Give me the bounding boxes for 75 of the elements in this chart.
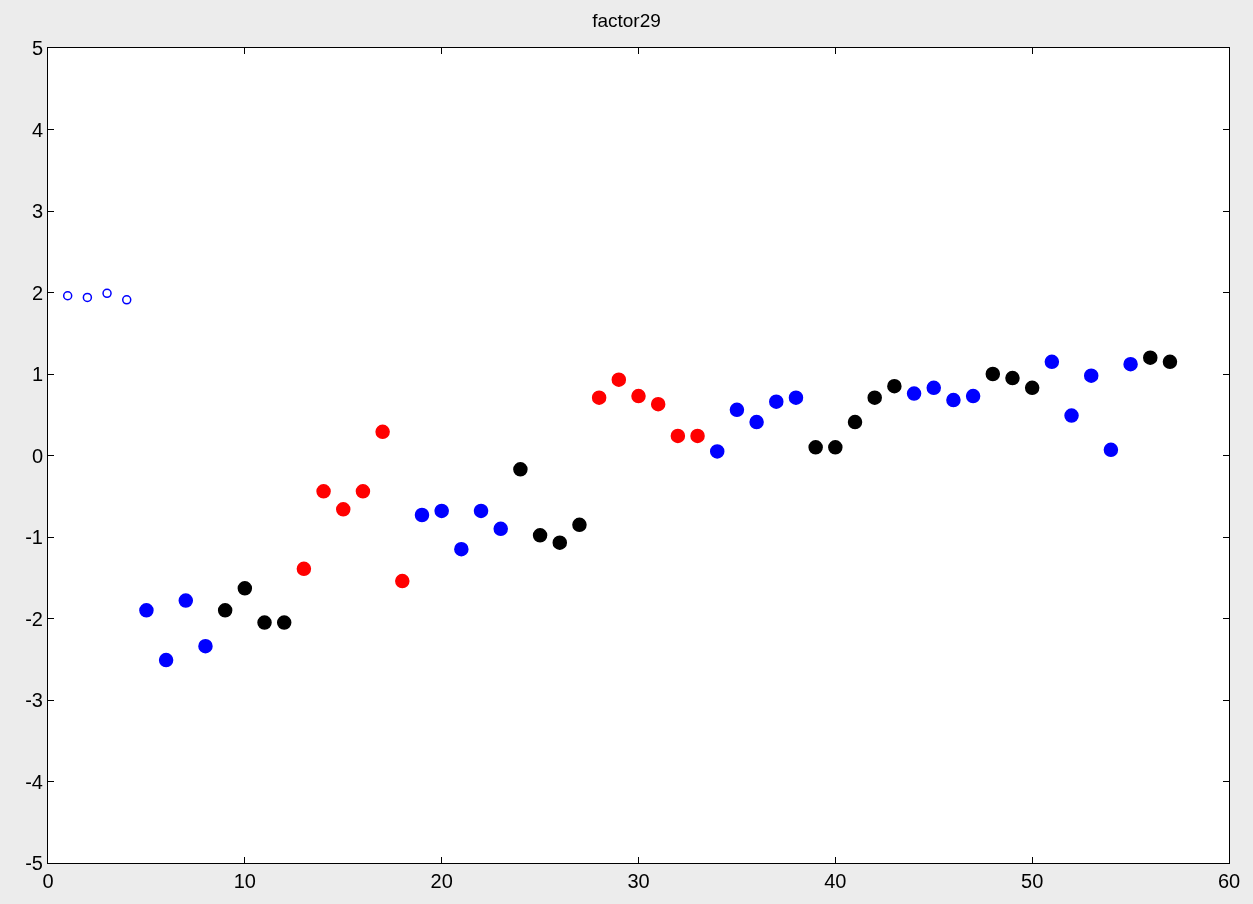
point — [82, 292, 93, 303]
y-tick-label: -3 — [25, 689, 43, 711]
point — [355, 484, 371, 499]
point — [906, 386, 922, 401]
point — [513, 462, 528, 477]
x-tick-label: 20 — [430, 870, 453, 892]
point — [1143, 350, 1158, 365]
y-tick-label: -1 — [25, 526, 43, 548]
chart-title: factor29 — [592, 9, 661, 31]
point — [178, 593, 194, 608]
point — [1024, 380, 1040, 396]
x-tick-label: 50 — [1021, 870, 1044, 892]
point — [198, 638, 213, 654]
x-tick-label: 40 — [824, 870, 847, 892]
point — [121, 295, 132, 305]
point — [62, 291, 73, 301]
point — [139, 603, 154, 618]
point — [158, 652, 174, 668]
point — [670, 428, 686, 444]
point — [867, 390, 882, 405]
y-tick-label: 5 — [31, 37, 43, 59]
point — [887, 378, 902, 394]
x-tick-label: 30 — [627, 870, 650, 892]
point — [965, 388, 981, 404]
point — [454, 541, 469, 557]
point — [532, 528, 548, 543]
point — [847, 414, 863, 430]
point — [828, 440, 843, 455]
point — [1005, 370, 1020, 386]
point — [808, 440, 823, 455]
point — [552, 535, 568, 550]
point — [749, 414, 764, 430]
y-tick-label: 4 — [31, 118, 43, 141]
y-tick-label: 2 — [31, 281, 43, 304]
point — [611, 372, 627, 387]
point — [237, 581, 253, 596]
point — [434, 503, 449, 519]
y-tick-label: 3 — [31, 200, 43, 222]
x-tick-label: 10 — [233, 870, 256, 892]
point — [395, 573, 410, 589]
point — [296, 561, 312, 577]
point — [276, 615, 292, 630]
x-tick-label: 60 — [1217, 870, 1241, 892]
y-tick-label: -4 — [25, 770, 43, 793]
point — [375, 424, 390, 440]
point — [1083, 368, 1099, 383]
point — [1044, 354, 1060, 370]
point — [257, 615, 272, 630]
y-tick-label: 1 — [31, 363, 43, 385]
point — [316, 484, 331, 499]
point — [946, 392, 961, 408]
point — [1103, 442, 1119, 458]
point — [729, 402, 745, 418]
point — [473, 503, 489, 519]
y-tick-label: 0 — [31, 444, 43, 467]
point — [336, 502, 351, 517]
point — [690, 428, 705, 444]
y-tick-label: -5 — [25, 852, 43, 874]
point — [102, 288, 112, 299]
point — [985, 366, 1001, 382]
point — [1162, 354, 1178, 370]
point — [572, 517, 587, 533]
point — [1064, 408, 1079, 423]
point — [769, 394, 784, 409]
point — [493, 521, 508, 537]
y-tick-label: -2 — [25, 607, 43, 630]
point — [1123, 356, 1138, 372]
point — [631, 388, 646, 404]
point — [217, 603, 233, 618]
point — [926, 380, 941, 396]
point — [709, 444, 725, 459]
point — [591, 390, 607, 405]
point — [414, 507, 430, 523]
point — [788, 390, 804, 405]
point — [650, 396, 666, 412]
